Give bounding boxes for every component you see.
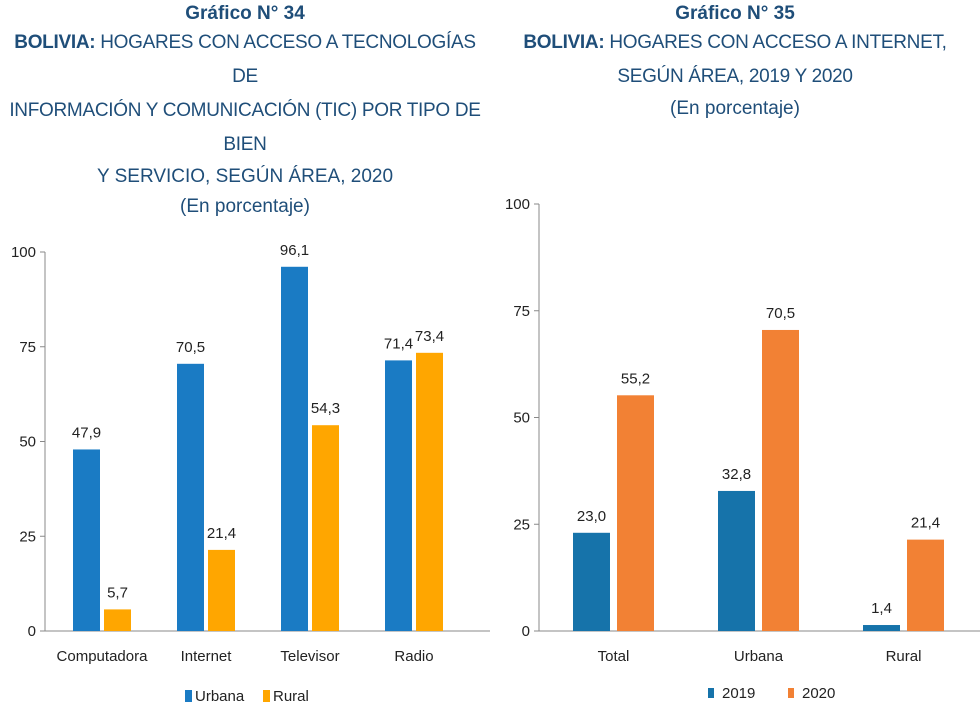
chart-34-title-text-1: HOGARES CON ACCESO A TECNOLOGÍAS DE (100, 32, 476, 87)
chart-35-bar (718, 490, 755, 631)
chart-34-legend-label: Urbana (195, 688, 245, 705)
chart-35-plot: 0 25 50 75 100 23,0 55,2 Total 32,8 70,5 Urbana 1,4… (505, 196, 980, 702)
chart-35-data-label: 23,0 (577, 508, 606, 525)
chart-35-titles: Gráfico N° 35 BOLIVIA: HOGARES CON ACCES… (490, 0, 980, 124)
chart-35-bar (762, 329, 799, 631)
chart-35-data-label: 55,2 (621, 370, 650, 387)
chart-35-bar (907, 539, 944, 631)
chart-35-legend-swatch (788, 688, 794, 698)
chart-34-bar (385, 360, 412, 631)
chart-35-y-tick-label: 75 (513, 303, 530, 320)
chart-35-bar (617, 395, 654, 631)
chart-35-x-tick-label: Rural (886, 648, 922, 665)
chart-34-titles: Gráfico N° 34 BOLIVIA: HOGARES CON ACCES… (0, 0, 490, 222)
chart-34-plot: 0 25 50 75 100 47,9 5,7 Computadora 70,5 21,4 Inte… (11, 242, 490, 705)
chart-35-legend-label: 2020 (802, 685, 835, 702)
chart-35-legend-swatch (708, 688, 714, 698)
chart-34-x-tick-label: Televisor (280, 648, 339, 665)
chart-35-y-tick-label: 100 (505, 196, 530, 213)
chart-35-title-text-1: HOGARES CON ACCESO A INTERNET, (609, 32, 947, 53)
chart-35-y-tick-label: 0 (522, 623, 530, 640)
chart-35-title-line-1: BOLIVIA: HOGARES CON ACCESO A INTERNET, (490, 26, 980, 60)
chart-34-title-line-2: INFORMACIÓN Y COMUNICACIÓN (TIC) POR TIP… (9, 100, 481, 155)
chart-35-title-line-2: SEGÚN ÁREA, 2019 Y 2020 (617, 66, 853, 87)
chart-35-legend-label: 2019 (722, 685, 755, 702)
chart-34-data-label: 47,9 (72, 424, 101, 441)
chart-34-subtitle: (En porcentaje) (180, 196, 310, 217)
chart-35-data-label: 1,4 (871, 600, 892, 617)
chart-34-y-tick-label: 0 (28, 623, 36, 640)
chart-35-subtitle: (En porcentaje) (670, 98, 800, 119)
chart-34-data-label: 70,5 (176, 339, 205, 356)
chart-35-title-bold: BOLIVIA: (523, 32, 605, 53)
chart-34-x-tick-label: Radio (394, 648, 433, 665)
chart-panel-35: Gráfico N° 35 BOLIVIA: HOGARES CON ACCES… (490, 0, 980, 720)
chart-34-bar (177, 363, 204, 631)
chart-35-bar (573, 532, 610, 631)
chart-35-data-label: 21,4 (911, 515, 940, 532)
chart-34-legend-swatch (263, 690, 270, 702)
chart-35-bar (863, 625, 900, 631)
chart-34-data-label: 5,7 (107, 584, 128, 601)
chart-34-bar (104, 609, 131, 631)
chart-34-data-label: 71,4 (384, 335, 413, 352)
chart-34-bar (416, 352, 443, 631)
chart-34-title-line-1: BOLIVIA: HOGARES CON ACCESO A TECNOLOGÍA… (0, 26, 490, 94)
chart-34-bar (208, 549, 235, 631)
chart-34-x-tick-label: Computadora (57, 648, 149, 665)
chart-35-y-tick-label: 50 (513, 410, 530, 427)
chart-34-y-tick-label: 100 (11, 244, 36, 261)
chart-35-y-tick-label: 25 (513, 516, 530, 533)
chart-34-title-bold: BOLIVIA: (14, 32, 96, 53)
chart-34-y-tick-label: 25 (19, 528, 36, 545)
chart-34-number: Gráfico N° 34 (185, 3, 305, 24)
chart-35-x-tick-label: Urbana (734, 648, 784, 665)
chart-35-data-label: 32,8 (722, 466, 751, 483)
chart-panel-34: Gráfico N° 34 BOLIVIA: HOGARES CON ACCES… (0, 0, 490, 705)
chart-34-bar (312, 425, 339, 631)
chart-34-data-label: 96,1 (280, 242, 309, 259)
chart-35-number: Gráfico N° 35 (675, 3, 795, 24)
chart-34-legend-label: Rural (273, 688, 309, 705)
chart-34-data-label: 73,4 (415, 328, 444, 345)
chart-34-x-tick-label: Internet (181, 648, 233, 665)
chart-34-bar (281, 266, 308, 631)
chart-34-y-tick-label: 75 (19, 339, 36, 356)
chart-34-data-label: 54,3 (311, 400, 340, 417)
chart-34-legend-swatch (185, 690, 192, 702)
chart-34-title-line-3: Y SERVICIO, SEGÚN ÁREA, 2020 (96, 166, 394, 187)
chart-35-x-tick-label: Total (598, 648, 630, 665)
chart-34-bar (73, 449, 100, 631)
chart-35-data-label: 70,5 (766, 305, 795, 322)
chart-34-y-tick-label: 50 (19, 434, 36, 451)
chart-34-data-label: 21,4 (207, 525, 236, 542)
